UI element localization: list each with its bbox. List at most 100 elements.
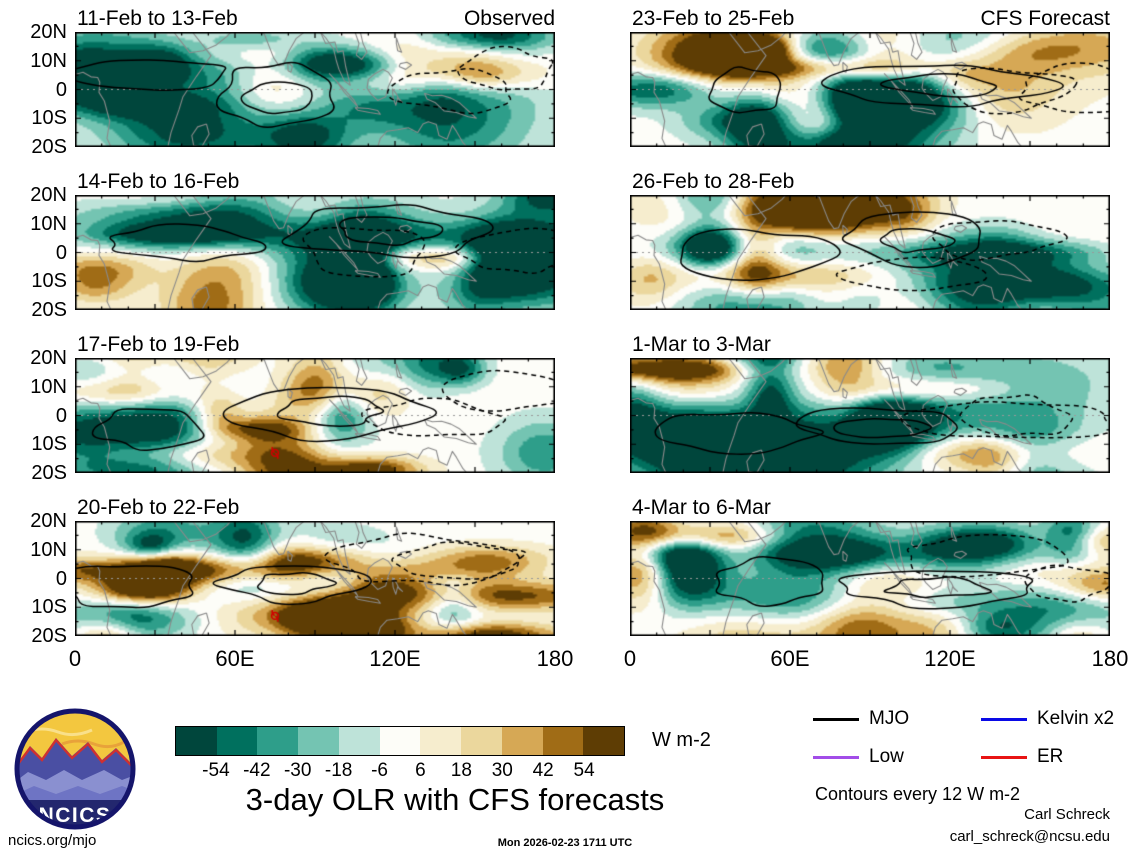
legend-item-er: ER bbox=[981, 746, 1123, 768]
olr-map-canvas bbox=[75, 358, 555, 473]
column-tag: Observed bbox=[463, 7, 555, 30]
y-tick-label: 10S bbox=[31, 433, 67, 456]
colorbar-cells bbox=[175, 726, 625, 756]
colorbar-cell bbox=[338, 727, 380, 755]
colorbar-tick-label: -18 bbox=[324, 760, 353, 781]
y-tick-label: 20S bbox=[31, 299, 67, 321]
colorbar-units-label: W m-2 bbox=[652, 729, 711, 751]
y-tick-label: 20N bbox=[30, 21, 67, 43]
y-tick-label: 10N bbox=[30, 375, 67, 398]
ncics-logo-art: NCICS bbox=[14, 708, 136, 830]
contour-interval-note: Contours every 12 W m-2 bbox=[815, 784, 1021, 804]
credit-name: Carl Schreck bbox=[1024, 806, 1110, 823]
panel-date-range: 1-Mar to 3-Mar bbox=[632, 333, 771, 356]
site-url: ncics.org/mjo bbox=[8, 832, 97, 849]
x-tick-label: 60E bbox=[770, 646, 810, 671]
olr-map-canvas bbox=[630, 32, 1110, 147]
panel-date-range: 23-Feb to 25-Feb bbox=[632, 7, 795, 30]
y-tick-label: 0 bbox=[55, 404, 67, 427]
y-tick-label: 20N bbox=[30, 510, 67, 532]
y-tick-label: 10S bbox=[31, 596, 67, 619]
x-tick-label: 180 bbox=[1091, 646, 1129, 671]
panel-date-range: 11-Feb to 13-Feb bbox=[77, 7, 238, 30]
legend-item-mjo: MJO bbox=[813, 708, 981, 730]
x-tick-label: 60E bbox=[215, 646, 255, 671]
colorbar-tick-label: 18 bbox=[450, 760, 472, 781]
legend-line-icon bbox=[813, 717, 859, 721]
legend-line-icon bbox=[981, 717, 1027, 721]
colorbar-cell bbox=[542, 727, 584, 755]
legend-label: ER bbox=[1037, 746, 1064, 767]
y-tick-label: 20S bbox=[31, 625, 67, 647]
x-tick-label: 120E bbox=[369, 646, 421, 671]
y-tick-label: 10S bbox=[31, 270, 67, 293]
colorbar-tick-label: 54 bbox=[573, 760, 595, 781]
colorbar-tick-label: 42 bbox=[532, 760, 554, 781]
panel-date-range: 14-Feb to 16-Feb bbox=[77, 170, 240, 193]
olr-map-canvas bbox=[630, 195, 1110, 310]
colorbar-cell bbox=[176, 727, 217, 755]
ncics-logo: NCICS bbox=[12, 706, 138, 832]
credit-email: carl_schreck@ncsu.edu bbox=[949, 828, 1110, 845]
map-panel: 11-Feb to 13-Feb Observed bbox=[75, 7, 555, 147]
map-panel: 14-Feb to 16-Feb bbox=[75, 170, 555, 310]
x-tick-label: 0 bbox=[68, 646, 82, 671]
map-panel: 1-Mar to 3-Mar bbox=[630, 333, 1110, 473]
legend-line-icon bbox=[981, 755, 1027, 759]
column-tag: CFS Forecast bbox=[980, 7, 1110, 30]
colorbar-tick-label: -6 bbox=[371, 760, 388, 781]
colorbar-cell bbox=[216, 727, 258, 755]
y-tick-label: 10S bbox=[31, 107, 67, 130]
y-tick-label: 10N bbox=[30, 212, 67, 235]
colorbar: -54 -42 -30 -18 -6 6 18 30 42 54 bbox=[175, 726, 625, 781]
colorbar-cell bbox=[379, 727, 421, 755]
map-panel: 20-Feb to 22-Feb bbox=[75, 496, 555, 636]
map-panel: 4-Mar to 6-Mar bbox=[630, 496, 1110, 636]
colorbar-cell bbox=[583, 727, 625, 755]
colorbar-tick-label: 30 bbox=[491, 760, 513, 781]
colorbar-tick-label: -42 bbox=[243, 760, 271, 781]
panel-date-range: 4-Mar to 6-Mar bbox=[632, 496, 771, 519]
colorbar-tick-label: -54 bbox=[202, 760, 230, 781]
colorbar-cell bbox=[501, 727, 543, 755]
x-tick-label: 0 bbox=[623, 646, 637, 671]
figure-title: 3-day OLR with CFS forecasts bbox=[245, 782, 665, 817]
colorbar-tick-label: 6 bbox=[415, 760, 426, 781]
y-tick-label: 10N bbox=[30, 538, 67, 561]
y-tick-label: 20S bbox=[31, 136, 67, 158]
colorbar-cell bbox=[420, 727, 462, 755]
y-tick-label: 10N bbox=[30, 49, 67, 72]
panel-date-range: 26-Feb to 28-Feb bbox=[632, 170, 795, 193]
timestamp: Mon 2026-02-23 1711 UTC bbox=[497, 837, 633, 849]
olr-map-canvas bbox=[75, 32, 555, 147]
legend-label: Kelvin x2 bbox=[1037, 708, 1115, 729]
y-tick-label: 20N bbox=[30, 347, 67, 369]
y-tick-label: 0 bbox=[55, 241, 67, 264]
x-tick-label: 120E bbox=[924, 646, 976, 671]
map-panel: 26-Feb to 28-Feb bbox=[630, 170, 1110, 310]
olr-map-canvas bbox=[75, 521, 555, 636]
panel-date-range: 20-Feb to 22-Feb bbox=[77, 496, 240, 519]
y-tick-label: 0 bbox=[55, 78, 67, 101]
map-panel: 17-Feb to 19-Feb bbox=[75, 333, 555, 473]
contour-legend: MJO Kelvin x2 Low ER bbox=[813, 708, 1123, 768]
y-tick-label: 20S bbox=[31, 462, 67, 484]
colorbar-cell bbox=[461, 727, 502, 755]
y-tick-label: 0 bbox=[55, 567, 67, 590]
olr-map-canvas bbox=[630, 358, 1110, 473]
ncics-logo-text: NCICS bbox=[39, 804, 112, 827]
legend-label: Low bbox=[869, 746, 904, 767]
colorbar-cell bbox=[257, 727, 299, 755]
legend-line-icon bbox=[813, 755, 859, 759]
olr-map-canvas bbox=[75, 195, 555, 310]
colorbar-tick-label: -30 bbox=[283, 760, 312, 781]
map-panel: 23-Feb to 25-Feb CFS Forecast bbox=[630, 7, 1110, 147]
colorbar-cell bbox=[298, 727, 339, 755]
panel-date-range: 17-Feb to 19-Feb bbox=[77, 333, 240, 356]
legend-item-kelvin-x2: Kelvin x2 bbox=[981, 708, 1123, 730]
olr-map-canvas bbox=[630, 521, 1110, 636]
y-tick-label: 20N bbox=[30, 184, 67, 206]
legend-label: MJO bbox=[869, 708, 910, 729]
legend-item-low: Low bbox=[813, 746, 981, 768]
